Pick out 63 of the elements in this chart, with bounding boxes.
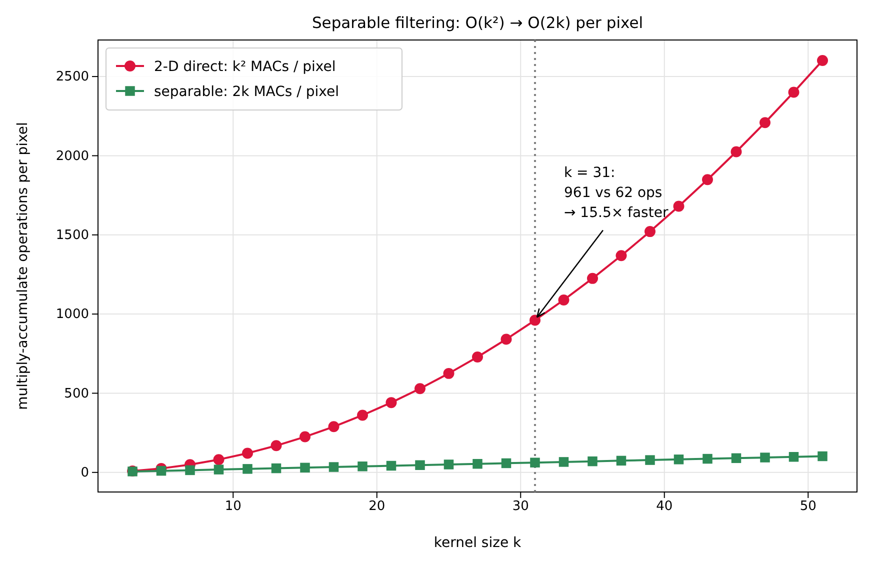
- point: [788, 452, 799, 462]
- y-tick-label: 2500: [56, 70, 89, 85]
- point: [702, 174, 713, 186]
- point: [357, 410, 368, 421]
- point: [730, 146, 742, 158]
- y-tick-label: 2000: [56, 148, 89, 164]
- point: [702, 454, 712, 464]
- point: [472, 458, 482, 469]
- point: [788, 86, 800, 98]
- point: [271, 463, 282, 474]
- x-tick-label: 10: [224, 499, 242, 514]
- point: [328, 462, 339, 472]
- point: [616, 456, 626, 466]
- point: [328, 421, 340, 432]
- point: [616, 250, 627, 262]
- point: [817, 55, 828, 66]
- legend-label: separable: 2k MACs / pixel: [154, 84, 339, 100]
- point: [472, 351, 483, 362]
- annotation: k = 31: 961 vs 62 ops → 15.5× faster: [564, 165, 668, 222]
- point: [300, 462, 310, 473]
- chart-title: Separable filtering: O(k²) → O(2k) per pixel: [312, 14, 644, 32]
- point: [213, 454, 224, 466]
- point: [644, 226, 656, 238]
- x-tick-label: 30: [512, 499, 529, 514]
- x-tick-label: 40: [656, 499, 673, 514]
- point: [501, 458, 512, 468]
- y-tick-label: 0: [80, 466, 89, 481]
- point: [760, 117, 770, 128]
- point: [588, 456, 598, 466]
- point: [358, 462, 368, 472]
- point: [242, 448, 253, 459]
- point: [558, 294, 570, 306]
- point: [500, 334, 512, 345]
- point: [731, 453, 742, 464]
- point: [530, 314, 540, 326]
- y-tick-label: 1500: [56, 228, 89, 244]
- point: [444, 460, 454, 470]
- point: [386, 397, 397, 408]
- point: [818, 451, 828, 462]
- point: [214, 464, 224, 474]
- x-tick-label: 20: [368, 499, 386, 514]
- x-axis-title: kernel size k: [434, 535, 522, 551]
- point: [242, 464, 252, 474]
- y-tick-label: 1000: [56, 307, 89, 322]
- point: [443, 368, 454, 379]
- point: [300, 431, 310, 442]
- point: [558, 457, 569, 467]
- point: [270, 440, 282, 452]
- point: [185, 465, 195, 476]
- y-axis-title: multiply-accumulate operations per pixel: [15, 122, 31, 410]
- x-tick-label: 50: [800, 499, 816, 514]
- point: [760, 452, 770, 462]
- y-tick-label: 500: [64, 386, 89, 402]
- point: [415, 460, 425, 470]
- point: [414, 383, 426, 394]
- point: [587, 272, 598, 284]
- point: [674, 454, 684, 464]
- point: [645, 455, 655, 465]
- point: [673, 200, 684, 212]
- legend-label: 2-D direct: k² MACs / pixel: [154, 59, 336, 75]
- point: [156, 466, 166, 476]
- point: [530, 458, 540, 468]
- point: [386, 460, 396, 471]
